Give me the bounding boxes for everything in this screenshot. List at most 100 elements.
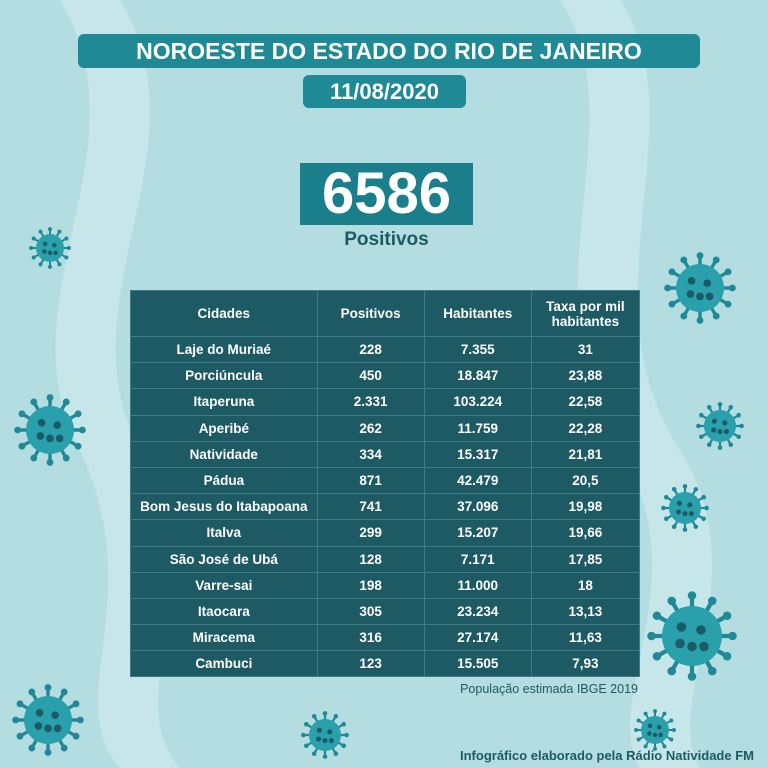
table-cell: Italva <box>130 519 318 547</box>
table-cell: 15.505 <box>423 650 532 678</box>
virus-tip <box>46 458 54 466</box>
virus-tip <box>18 442 26 450</box>
virus-body <box>309 719 341 751</box>
virus-tip <box>696 423 701 429</box>
virus-tip <box>322 711 328 716</box>
virus-spot <box>647 723 653 729</box>
table-cell: 316 <box>316 624 425 652</box>
table-row: Bom Jesus do Itabapoana 741 37.096 19,98 <box>130 493 641 521</box>
virus-tip <box>48 227 52 232</box>
virus-tip <box>29 246 34 250</box>
virus-tip <box>74 442 82 450</box>
table-cell: 23,88 <box>530 362 641 390</box>
virus-body <box>662 606 722 666</box>
virus-tip <box>653 709 657 714</box>
virus-spot <box>44 724 52 733</box>
virus-spot <box>37 418 46 427</box>
virus-tip <box>57 262 62 267</box>
virus-tip <box>18 410 26 418</box>
virus-tip <box>304 721 309 727</box>
virus-tip <box>706 405 712 410</box>
virus-tip <box>699 434 704 440</box>
virus-tip <box>696 252 704 260</box>
virus-tip <box>341 743 346 749</box>
virus-tip <box>72 732 80 740</box>
table-row: Pádua 871 42.479 20,5 <box>130 466 641 495</box>
virus-tip <box>652 651 662 661</box>
table-cell: 15.207 <box>423 519 532 547</box>
virus-icon <box>634 709 676 751</box>
virus-spot <box>717 429 723 435</box>
table-cell: 123 <box>316 650 425 678</box>
table-cell: 11,63 <box>530 624 641 652</box>
virus-icon <box>301 711 349 759</box>
virus-spot <box>676 500 682 506</box>
table-row: Italva 299 15.207 19,66 <box>130 519 641 547</box>
table-cell: 7.171 <box>423 545 532 573</box>
virus-tip <box>667 666 677 676</box>
table-cell: 450 <box>316 362 425 390</box>
virus-tip <box>706 442 712 447</box>
virus-tip <box>693 487 699 492</box>
table-cell: 19,66 <box>530 519 641 547</box>
virus-tip <box>30 398 38 406</box>
virus-tip <box>16 700 24 708</box>
virus-tip <box>322 754 328 759</box>
table-cell: 2.331 <box>316 388 425 416</box>
table-cell: Pádua <box>130 466 318 495</box>
virus-tip <box>76 716 84 724</box>
virus-tip <box>311 714 317 719</box>
virus-tip <box>662 711 667 716</box>
virus-spot <box>696 292 704 301</box>
virus-body <box>24 696 72 744</box>
virus-tip <box>14 426 22 434</box>
virus-spot <box>36 432 45 440</box>
table-cell: 22,28 <box>530 414 641 442</box>
table-row: Itaocara 305 23.234 13,13 <box>130 597 641 626</box>
table-row: Miracema 316 27.174 11,63 <box>130 624 641 652</box>
virus-spot <box>705 292 714 301</box>
table-row: Porciúncula 450 18.847 23,88 <box>130 362 641 390</box>
table-cell: Porciúncula <box>130 362 318 390</box>
virus-spot <box>46 434 54 443</box>
table-cell: Varre-sai <box>130 571 318 599</box>
virus-tip <box>701 516 706 522</box>
virus-tip <box>661 505 666 511</box>
table-cell: 13,13 <box>530 597 641 626</box>
virus-spot <box>658 732 663 738</box>
virus-spot <box>328 738 334 744</box>
virus-tip <box>31 255 36 260</box>
virus-tip <box>344 732 349 738</box>
virus-spot <box>687 641 697 652</box>
table-cell: 262 <box>316 414 425 442</box>
virus-tip <box>701 494 706 500</box>
virus-spot <box>656 724 662 730</box>
table-row: Natividade 334 15.317 21,81 <box>130 440 641 468</box>
virus-tip <box>64 236 69 241</box>
virus-tip <box>311 751 317 756</box>
total-label: Positivos <box>344 229 429 250</box>
virus-tip <box>712 256 720 264</box>
virus-tip <box>724 300 732 308</box>
virus-tip <box>687 591 697 600</box>
total-value: 6586 <box>300 163 473 225</box>
virus-spot <box>687 276 696 285</box>
virus-icon <box>661 484 709 532</box>
table-cell: 741 <box>316 493 425 521</box>
virus-tip <box>57 229 62 234</box>
virus-spot <box>647 731 652 736</box>
virus-icon <box>12 684 84 756</box>
virus-spot <box>676 622 687 632</box>
table-row: Itaperuna 2.331 103.224 22,58 <box>130 388 641 416</box>
column-header: Cidades <box>130 290 318 337</box>
virus-body <box>26 406 74 454</box>
virus-tip <box>333 751 339 756</box>
table-cell: Itaperuna <box>130 388 318 416</box>
virus-spot <box>675 638 685 649</box>
virus-tip <box>664 494 669 500</box>
virus-tip <box>671 524 677 529</box>
virus-tip <box>304 743 309 749</box>
virus-tip <box>736 434 741 440</box>
virus-tip <box>653 746 657 751</box>
